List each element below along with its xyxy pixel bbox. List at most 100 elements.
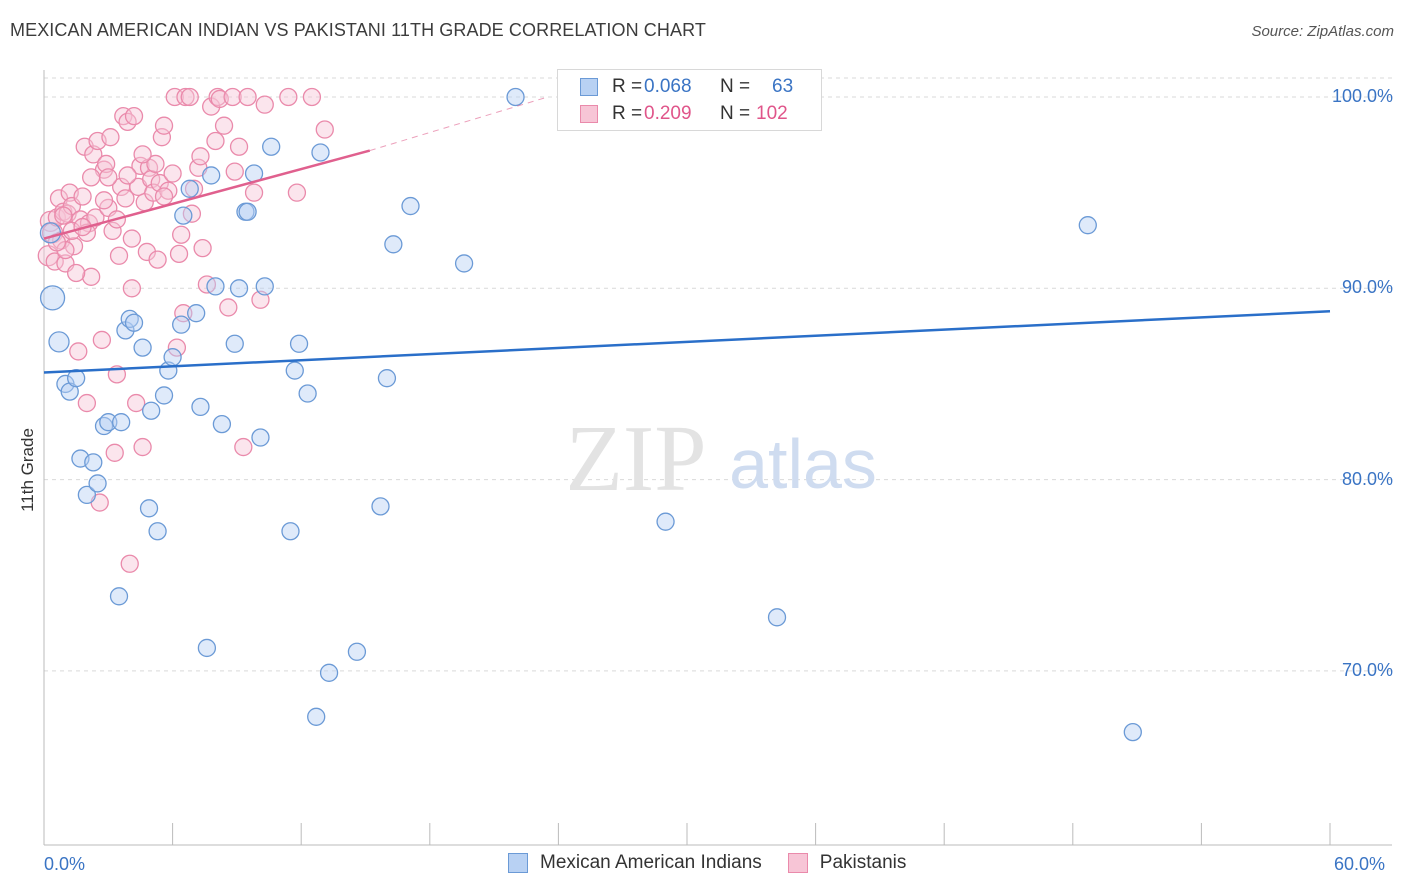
- data-point: [307, 707, 326, 726]
- data-point: [88, 474, 107, 493]
- legend-label: Pakistanis: [819, 852, 907, 873]
- data-point: [262, 137, 281, 156]
- data-point: [225, 334, 244, 353]
- data-point: [187, 304, 206, 323]
- data-point: [1123, 722, 1142, 742]
- blue-swatch: [580, 78, 598, 96]
- data-point: [454, 254, 474, 273]
- data-point: [347, 642, 367, 661]
- data-point: [82, 267, 101, 286]
- data-point: [506, 87, 525, 107]
- data-point: [124, 106, 144, 126]
- trend-lines: [43, 96, 1331, 374]
- n-value: 102: [756, 103, 788, 124]
- data-point: [116, 189, 135, 208]
- data-point: [172, 315, 191, 334]
- data-point: [82, 168, 101, 187]
- data-point: [206, 277, 225, 296]
- y-tick-label: 70.0%: [1341, 659, 1393, 680]
- r-value: 0.209: [644, 103, 692, 124]
- data-point: [48, 331, 70, 353]
- data-point: [206, 131, 225, 151]
- data-point: [401, 196, 420, 216]
- data-point: [167, 338, 187, 357]
- stats-row-blue: R = 0.068 N = 63: [580, 74, 793, 100]
- data-point: [39, 285, 66, 311]
- data-point: [311, 143, 330, 162]
- data-point: [287, 183, 307, 202]
- data-point: [142, 401, 161, 420]
- data-point: [371, 497, 390, 516]
- data-point: [154, 116, 174, 135]
- data-point: [154, 386, 174, 405]
- data-point: [101, 128, 120, 147]
- pink-swatch: [580, 105, 598, 123]
- data-point: [229, 137, 249, 156]
- data-point: [315, 120, 334, 139]
- stats-row-pink: R = 0.209 N = 102: [580, 101, 788, 127]
- data-point: [163, 164, 182, 183]
- data-point: [103, 221, 122, 241]
- data-point: [133, 437, 152, 457]
- data-point: [152, 128, 172, 147]
- trend-line-pakistanis: [43, 149, 371, 240]
- data-point: [133, 145, 152, 164]
- watermark: ZIP atlas: [566, 407, 877, 511]
- data-point: [99, 168, 118, 187]
- trend-extension-pakistanis: [369, 96, 548, 152]
- data-point: [99, 413, 118, 432]
- data-point: [377, 369, 397, 388]
- data-point: [122, 229, 142, 248]
- data-point: [212, 414, 232, 434]
- blue-swatch: [508, 853, 528, 873]
- data-point: [229, 279, 249, 298]
- stats-legend: R = 0.068 N = 63 R = 0.209 N = 102: [557, 69, 822, 131]
- n-label: N =: [720, 76, 751, 97]
- watermark-atlas: atlas: [729, 425, 877, 503]
- data-point: [84, 453, 103, 472]
- data-point: [255, 95, 274, 114]
- data-point: [238, 202, 257, 221]
- data-point: [281, 522, 300, 541]
- data-point: [109, 246, 129, 265]
- data-point: [202, 166, 221, 185]
- data-point: [109, 587, 129, 606]
- data-point: [69, 342, 88, 361]
- data-point: [97, 154, 116, 174]
- gridlines: [44, 77, 1392, 672]
- data-point: [238, 87, 257, 107]
- data-point: [165, 87, 184, 107]
- chart-title: MEXICAN AMERICAN INDIAN VS PAKISTANI 11T…: [10, 20, 706, 40]
- data-point: [384, 235, 403, 254]
- data-point: [289, 334, 309, 353]
- y-tick-label: 80.0%: [1341, 468, 1393, 489]
- legend-item-mexican-american-indians: Mexican American Indians: [508, 852, 762, 874]
- trend-line-mexican-american-indians: [43, 310, 1331, 374]
- r-label: R =: [612, 76, 643, 97]
- data-point: [39, 222, 62, 244]
- data-point: [146, 154, 165, 174]
- data-point: [180, 179, 199, 198]
- data-point: [133, 338, 152, 357]
- pakistanis-points: [37, 87, 334, 573]
- data-point: [767, 608, 787, 627]
- x-tick-label-max: 60.0%: [1334, 854, 1386, 874]
- data-point: [244, 183, 264, 202]
- data-point: [148, 250, 167, 269]
- data-point: [176, 87, 195, 107]
- data-point: [92, 330, 112, 350]
- data-point: [77, 485, 97, 505]
- n-value: 63: [772, 76, 794, 97]
- legend-item-pakistanis: Pakistanis: [787, 852, 907, 874]
- data-point: [219, 298, 238, 317]
- data-point: [319, 663, 339, 682]
- r-value: 0.068: [644, 76, 692, 97]
- data-point: [67, 263, 86, 283]
- data-point: [139, 499, 159, 518]
- data-point: [197, 638, 217, 658]
- data-point: [122, 279, 142, 298]
- n-label: N =: [720, 103, 751, 124]
- source-label: Source: ZipAtlas.com: [1251, 23, 1394, 40]
- data-point: [191, 147, 210, 166]
